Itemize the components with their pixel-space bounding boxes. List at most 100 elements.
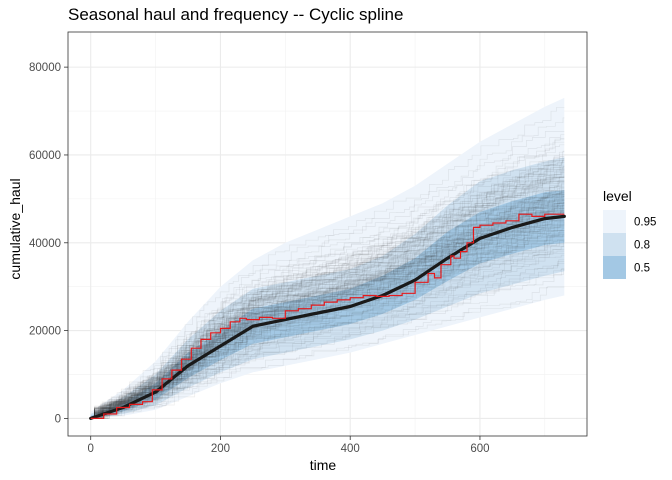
legend-key-0-8	[603, 233, 626, 256]
simulation-line	[90, 177, 565, 419]
simulation-line	[90, 171, 565, 419]
simulation-line	[90, 117, 565, 419]
simulation-line	[90, 235, 565, 419]
simulation-line	[90, 161, 565, 419]
simulation-line	[90, 195, 565, 419]
simulation-line	[90, 217, 565, 419]
simulation-line	[90, 201, 565, 419]
simulation-line	[90, 216, 565, 419]
legend: level 0.95 0.8 0.5	[603, 188, 656, 279]
simulation-line	[90, 233, 565, 419]
simulation-line	[90, 157, 565, 419]
simulation-line	[90, 230, 565, 419]
x-axis: 0 200 400 600	[88, 436, 490, 455]
simulation-line	[90, 179, 565, 419]
simulation-line	[90, 210, 565, 419]
simulation-line	[90, 286, 565, 419]
simulation-line	[90, 134, 565, 419]
simulation-line	[90, 169, 565, 419]
simulation-line	[90, 252, 565, 419]
plot-panel	[67, 31, 588, 437]
x-tick-label: 0	[88, 443, 94, 455]
x-tick-label: 200	[211, 443, 230, 455]
band-0-5	[90, 190, 565, 419]
y-tick-label: 80000	[29, 62, 61, 74]
simulation-line	[90, 199, 565, 419]
simulation-line	[90, 205, 565, 419]
simulation-line	[90, 182, 565, 419]
simulation-line	[90, 269, 565, 419]
simulation-line	[90, 166, 565, 419]
simulation-line	[90, 226, 565, 419]
simulation-line	[90, 259, 565, 419]
simulation-line	[90, 286, 565, 419]
simulation-line	[90, 144, 565, 419]
simulation-line	[90, 155, 565, 419]
simulation-line	[90, 192, 565, 419]
simulation-line	[90, 176, 565, 419]
simulation-line	[90, 158, 565, 419]
simulation-line	[90, 169, 565, 419]
simulation-line	[90, 176, 565, 419]
x-axis-title: time	[310, 457, 337, 473]
simulation-line	[90, 196, 565, 419]
simulation-line	[90, 249, 565, 419]
simulation-line	[90, 239, 565, 419]
simulation-line	[90, 194, 565, 419]
legend-label: 0.8	[634, 240, 650, 252]
simulation-line	[90, 167, 565, 419]
y-tick-label: 0	[55, 413, 61, 425]
simulation-line	[90, 239, 565, 419]
simulation-line	[90, 168, 565, 419]
simulation-line	[90, 176, 565, 419]
simulation-line	[90, 242, 565, 419]
simulation-line	[90, 131, 565, 419]
simulation-line	[90, 233, 565, 419]
simulation-line	[90, 187, 565, 419]
simulation-line	[90, 254, 565, 419]
simulation-line	[90, 176, 565, 419]
legend-key-0-95	[603, 210, 626, 233]
simulation-line	[90, 224, 565, 419]
simulation-line	[90, 166, 565, 419]
y-tick-label: 40000	[29, 238, 61, 250]
simulation-line	[90, 197, 565, 419]
simulation-line	[90, 180, 565, 419]
simulation-line	[90, 156, 565, 419]
observed-line	[90, 213, 565, 419]
simulation-line	[90, 207, 565, 419]
simulation-line	[90, 141, 565, 419]
simulation-line	[90, 263, 565, 419]
simulation-line	[90, 187, 565, 419]
y-axis: 0 20000 40000 60000 80000	[29, 62, 68, 425]
legend-title: level	[603, 188, 632, 204]
simulation-line	[90, 181, 565, 419]
y-axis-title: cumulative_haul	[7, 178, 23, 279]
simulation-line	[90, 246, 565, 419]
legend-label: 0.95	[634, 217, 656, 229]
x-tick-label: 600	[470, 443, 489, 455]
simulation-line	[90, 138, 565, 419]
simulation-line	[90, 185, 565, 419]
simulation-line	[90, 150, 565, 419]
simulation-line	[90, 180, 565, 419]
simulation-line	[90, 261, 565, 419]
simulation-line	[90, 171, 565, 419]
simulation-line	[90, 166, 565, 419]
simulation-line	[90, 199, 565, 419]
simulation-line	[90, 153, 565, 419]
y-tick-label: 20000	[29, 326, 61, 338]
simulation-line	[90, 250, 565, 419]
legend-key-0-5	[603, 256, 626, 279]
simulation-line	[90, 170, 565, 419]
simulation-line	[90, 269, 565, 419]
simulation-line	[90, 196, 565, 419]
simulation-line	[90, 159, 565, 419]
simulation-line	[90, 194, 565, 419]
simulation-line	[90, 180, 565, 419]
simulation-line	[90, 137, 565, 419]
simulation-line	[90, 161, 565, 419]
simulation-line	[90, 268, 565, 419]
legend-label: 0.5	[634, 263, 650, 275]
